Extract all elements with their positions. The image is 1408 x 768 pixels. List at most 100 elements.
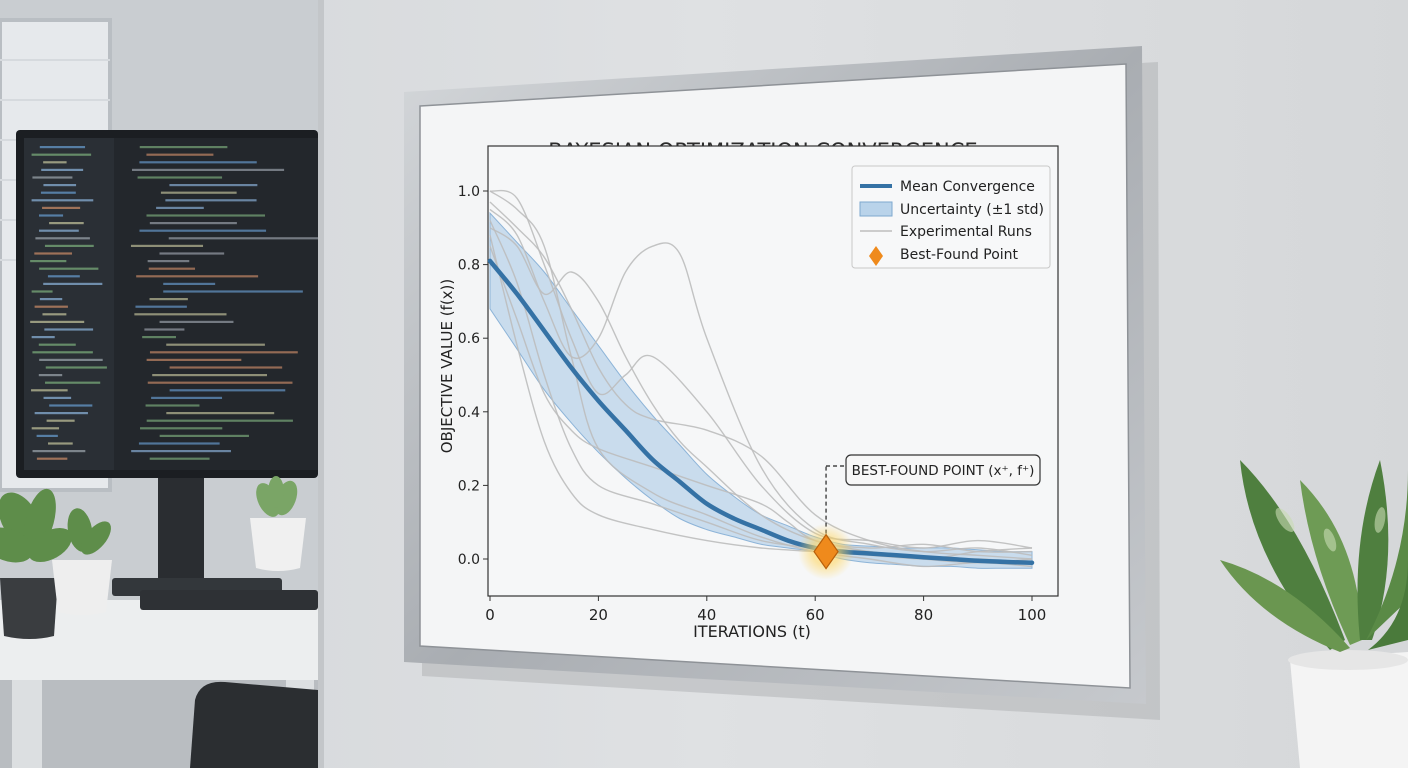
- code-line-sidebar-3: [41, 168, 84, 171]
- code-line-editor-30: [152, 374, 267, 377]
- code-line-editor-20: [149, 298, 188, 301]
- code-line-editor-5: [169, 184, 258, 187]
- x-tick-label-2: 40: [697, 606, 716, 624]
- legend: Mean Convergence Uncertainty (±1 std) Ex…: [851, 165, 1051, 269]
- experimental-run-7: [489, 227, 1033, 553]
- code-line-sidebar-31: [45, 381, 101, 384]
- legend-label-runs: Experimental Runs: [900, 224, 1032, 240]
- code-line-editor-4: [137, 176, 223, 179]
- code-line-sidebar-4: [32, 176, 73, 179]
- code-line-sidebar-12: [35, 237, 90, 240]
- code-line-editor-25: [142, 336, 176, 339]
- code-lines: [30, 146, 320, 460]
- code-line-editor-8: [156, 206, 204, 209]
- code-line-editor-29: [169, 366, 283, 369]
- code-line-editor-1: [146, 153, 214, 156]
- code-line-editor-21: [135, 305, 187, 308]
- experimental-run-2: [489, 208, 1033, 556]
- code-line-sidebar-25: [31, 336, 55, 339]
- uncertainty-band-layer: [489, 211, 1033, 569]
- code-line-editor-10: [149, 222, 237, 225]
- right-plant: [1220, 460, 1408, 768]
- code-line-sidebar-30: [38, 374, 63, 377]
- legend-box: [851, 165, 1051, 269]
- desk-plants: [0, 476, 306, 639]
- y-tick-label-4: 0.8: [458, 258, 480, 274]
- code-line-editor-39: [138, 442, 220, 445]
- code-line-sidebar-29: [45, 366, 107, 369]
- code-line-sidebar-1: [31, 153, 92, 156]
- best-point-annotation: BEST-FOUND POINT (x⁺, f⁺): [825, 454, 1041, 534]
- code-line-editor-27: [149, 351, 298, 354]
- code-line-sidebar-26: [38, 343, 76, 346]
- code-line-sidebar-13: [44, 244, 94, 247]
- annotation-label: BEST-FOUND POINT (x⁺, f⁺): [852, 463, 1035, 479]
- y-tick-label-2: 0.4: [458, 405, 480, 421]
- code-line-sidebar-36: [46, 419, 75, 422]
- code-line-sidebar-33: [43, 396, 72, 399]
- y-tick-label-0: 0.0: [458, 552, 480, 568]
- code-line-editor-31: [147, 381, 293, 384]
- experimental-run-1: [489, 190, 1033, 568]
- code-line-editor-12: [168, 237, 320, 240]
- code-line-sidebar-20: [39, 298, 63, 301]
- monitor: [16, 130, 320, 610]
- code-line-sidebar-2: [43, 161, 67, 164]
- code-line-editor-40: [131, 450, 231, 453]
- best-point-layer: [798, 523, 855, 580]
- legend-label-best: Best-Found Point: [900, 247, 1019, 263]
- code-line-editor-16: [148, 267, 196, 270]
- code-line-editor-7: [165, 199, 257, 202]
- code-line-sidebar-7: [31, 199, 94, 202]
- code-line-sidebar-6: [40, 191, 76, 194]
- legend-swatch-best: [869, 246, 883, 266]
- chart: BAYESIAN OPTIMIZATION CONVERGENCE 020406…: [438, 139, 1059, 641]
- code-line-sidebar-9: [39, 214, 64, 217]
- x-tick-label-1: 20: [589, 606, 608, 624]
- legend-label-band: Uncertainty (±1 std): [900, 202, 1044, 218]
- mean-convergence-line: [487, 258, 1035, 565]
- code-line-editor-11: [139, 229, 267, 232]
- code-line-sidebar-16: [39, 267, 99, 270]
- code-line-sidebar-11: [39, 229, 79, 232]
- chair: [190, 681, 318, 768]
- code-line-sidebar-19: [31, 290, 53, 293]
- code-line-editor-14: [159, 252, 225, 255]
- code-line-editor-32: [169, 389, 286, 392]
- code-line-sidebar-21: [34, 305, 68, 308]
- code-line-editor-24: [144, 328, 185, 331]
- x-tick-label-5: 100: [1018, 606, 1047, 624]
- legend-label-mean: Mean Convergence: [900, 179, 1035, 195]
- code-line-sidebar-37: [31, 427, 60, 430]
- code-line-sidebar-14: [34, 252, 73, 255]
- code-line-sidebar-35: [34, 412, 88, 415]
- code-line-editor-36: [146, 419, 293, 422]
- y-tick-label-5: 1.0: [458, 184, 480, 200]
- code-line-editor-15: [147, 260, 190, 263]
- code-line-sidebar-15: [30, 260, 67, 263]
- code-line-sidebar-28: [39, 358, 103, 361]
- code-line-editor-17: [136, 275, 259, 278]
- code-line-editor-13: [130, 244, 204, 247]
- uncertainty-band: [489, 211, 1033, 569]
- code-line-editor-2: [139, 161, 257, 164]
- code-line-editor-26: [166, 343, 265, 346]
- x-ticks: 0 20 40 60 80 100: [485, 596, 1046, 624]
- x-tick-label-3: 60: [806, 606, 825, 624]
- annotation-box: [845, 454, 1041, 486]
- code-line-editor-35: [166, 412, 275, 415]
- code-line-sidebar-17: [47, 275, 80, 278]
- y-tick-label-1: 0.2: [458, 478, 480, 494]
- code-line-sidebar-10: [49, 222, 84, 225]
- code-line-sidebar-5: [43, 184, 77, 187]
- x-tick-label-0: 0: [485, 606, 495, 624]
- code-line-editor-37: [140, 427, 223, 430]
- code-line-editor-18: [163, 282, 216, 285]
- code-line-sidebar-41: [36, 457, 68, 460]
- best-point-marker: [813, 533, 839, 570]
- code-line-editor-33: [151, 396, 223, 399]
- code-line-editor-19: [163, 290, 303, 293]
- code-line-sidebar-23: [30, 320, 85, 323]
- code-line-editor-9: [146, 214, 266, 217]
